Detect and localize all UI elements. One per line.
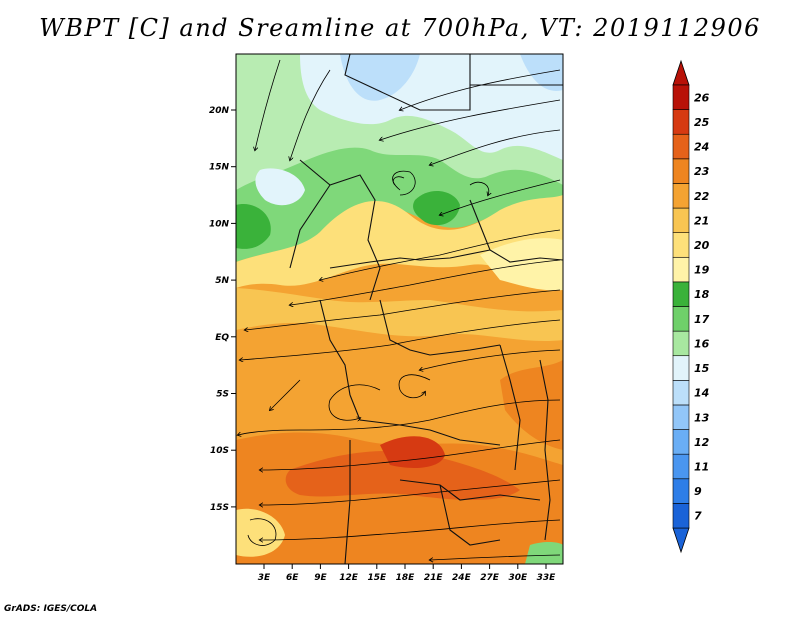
colorbar-label: 16 [694, 337, 710, 350]
lat-tick-label: 10S [210, 446, 229, 456]
colorbar: 7 9 11 12 13 14 15 16 17 18 19 20 21 22 23 24 25 26 [672, 59, 710, 554]
colorbar-segment [672, 133, 690, 160]
colorbar-segment [672, 330, 690, 357]
colorbar-segment [672, 306, 690, 332]
colorbar-label: 24 [694, 141, 709, 154]
colorbar-label: 9 [694, 485, 702, 498]
lat-tick-label: 20N [209, 106, 230, 116]
lat-tick-label: 5N [215, 276, 229, 286]
colorbar-label: 17 [694, 313, 710, 326]
colorbar-label: 12 [694, 436, 710, 449]
lon-tick-label: 3E [258, 573, 271, 583]
colorbar-segment [672, 355, 690, 381]
lat-tick-label: 15N [209, 163, 230, 173]
lon-tick-label: 6E [286, 573, 299, 583]
lon-tick-label: 33E [537, 573, 557, 583]
colorbar-label: 20 [694, 239, 710, 252]
colorbar-segment [672, 281, 690, 307]
colorbar-top-triangle [672, 59, 690, 86]
lon-tick-label: 24E [452, 573, 472, 583]
country-borders [289, 54, 563, 564]
colorbar-segment [672, 207, 690, 233]
colorbar-label: 14 [694, 387, 709, 400]
lat-tick-label: 10N [209, 219, 230, 229]
colorbar-segment [672, 256, 690, 283]
colorbar-label: 21 [694, 214, 709, 227]
colorbar-segment [672, 232, 690, 258]
colorbar-label: 25 [694, 116, 710, 129]
lon-tick-label: 18E [396, 573, 416, 583]
colorbar-segment [672, 453, 690, 480]
colorbar-segment [672, 109, 690, 135]
colorbar-label: 22 [694, 190, 710, 203]
lat-tick-label: 15S [210, 503, 229, 513]
longitude-axis: 3E 6E 9E 12E 15E 18E 21E 24E 27E 30E 33E [258, 564, 556, 583]
lon-tick-label: 30E [508, 573, 528, 583]
colorbar-label: 15 [694, 362, 710, 375]
colorbar-segment [672, 429, 690, 455]
lat-tick-label: EQ [215, 333, 229, 343]
colorbar-segment [672, 158, 690, 184]
colorbar-segment [672, 478, 690, 504]
colorbar-segment [672, 404, 690, 430]
lon-tick-label: 21E [424, 573, 444, 583]
chart-title: WBPT [C] and Sreamline at 700hPa, VT: 20… [39, 14, 761, 42]
colorbar-label: 13 [694, 411, 710, 424]
lat-tick-label: 5S [216, 390, 229, 400]
colorbar-label: 18 [694, 288, 710, 301]
colorbar-segment [672, 84, 690, 110]
wbpt-shading [236, 54, 563, 564]
colorbar-label: 11 [694, 460, 709, 473]
colorbar-label: 23 [694, 165, 710, 178]
colorbar-segment [672, 380, 690, 406]
colorbar-label: 7 [694, 510, 702, 523]
footer-credit: GrADS: IGES/COLA [4, 604, 98, 614]
colorbar-bottom-triangle [672, 527, 690, 554]
colorbar-segment [672, 183, 690, 209]
streamlines [238, 59, 561, 560]
colorbar-label: 26 [694, 91, 710, 104]
lon-tick-label: 15E [367, 573, 387, 583]
colorbar-label: 19 [694, 264, 710, 277]
lon-tick-label: 9E [314, 573, 327, 583]
lon-tick-label: 27E [480, 573, 500, 583]
latitude-axis: 20N 15N 10N 5N EQ 5S 10S 15S [209, 106, 236, 513]
map-frame [235, 53, 564, 565]
lon-tick-label: 12E [339, 573, 359, 583]
colorbar-segment [672, 503, 690, 529]
